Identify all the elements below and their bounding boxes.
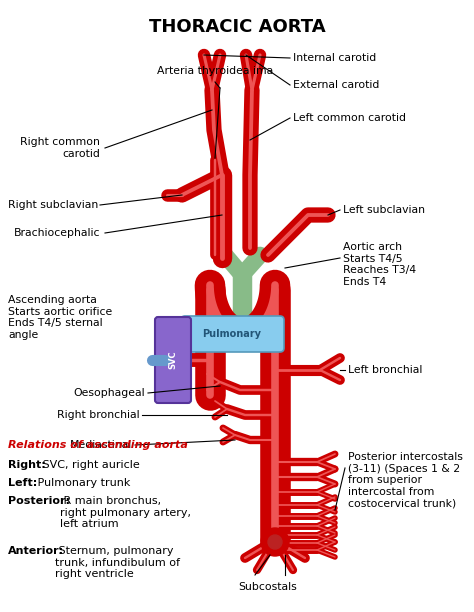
Text: Sternum, pulmonary
trunk, infundibulum of
right ventricle: Sternum, pulmonary trunk, infundibulum o… [55,546,180,579]
Text: Left subclavian: Left subclavian [343,205,425,215]
Text: Relations of ascending aorta: Relations of ascending aorta [8,440,188,450]
Text: Mediastinal: Mediastinal [70,440,132,450]
Text: Pulmonary: Pulmonary [202,329,262,339]
FancyBboxPatch shape [181,316,284,352]
Text: Left:: Left: [8,478,37,488]
Text: SVC: SVC [168,351,177,369]
Text: Posterior:: Posterior: [8,496,70,506]
Text: SVC, right auricle: SVC, right auricle [39,460,140,470]
Text: R main bronchus,
right pulmonary artery,
left atrium: R main bronchus, right pulmonary artery,… [60,496,191,529]
Text: Ascending aorta
Starts aortic orifice
Ends T4/5 sternal
angle: Ascending aorta Starts aortic orifice En… [8,295,112,340]
Text: Left common carotid: Left common carotid [293,113,406,123]
Text: Right:: Right: [8,460,46,470]
Text: Right common
carotid: Right common carotid [20,137,100,159]
Text: Right bronchial: Right bronchial [57,410,140,420]
Text: Oesophageal: Oesophageal [73,388,145,398]
Text: Right subclavian: Right subclavian [8,200,98,210]
Text: Pulmonary trunk: Pulmonary trunk [34,478,130,488]
FancyBboxPatch shape [155,317,191,403]
Text: Internal carotid: Internal carotid [293,53,376,63]
Circle shape [261,528,289,556]
Text: Anterior:: Anterior: [8,546,64,556]
Circle shape [268,535,282,549]
Text: Posterior intercostals
(3-11) (Spaces 1 & 2
from superior
intercostal from
costo: Posterior intercostals (3-11) (Spaces 1 … [348,452,463,509]
Text: THORACIC AORTA: THORACIC AORTA [149,18,325,36]
Text: Subcostals: Subcostals [238,582,297,592]
Text: Aortic arch
Starts T4/5
Reaches T3/4
Ends T4: Aortic arch Starts T4/5 Reaches T3/4 End… [343,242,416,287]
Text: Arteria thyroidea ima: Arteria thyroidea ima [157,66,273,76]
Text: Left bronchial: Left bronchial [348,365,422,375]
Text: External carotid: External carotid [293,80,379,90]
Text: Brachiocephalic: Brachiocephalic [13,228,100,238]
